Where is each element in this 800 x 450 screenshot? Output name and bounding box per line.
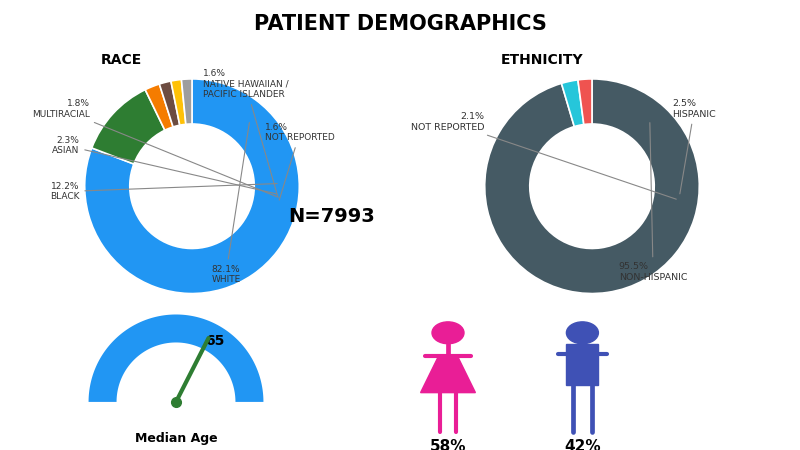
Wedge shape (145, 84, 173, 130)
Polygon shape (566, 344, 598, 385)
Text: ETHNICITY: ETHNICITY (501, 53, 583, 67)
Text: 2.3%
ASIAN: 2.3% ASIAN (52, 136, 277, 194)
Circle shape (566, 322, 598, 344)
Text: 1.8%
MULTIRACIAL: 1.8% MULTIRACIAL (32, 99, 277, 197)
Wedge shape (578, 79, 592, 125)
Text: 82.1%
WHITE: 82.1% WHITE (211, 122, 250, 284)
Text: 42%: 42% (564, 439, 601, 450)
Text: 12.2%
BLACK: 12.2% BLACK (50, 182, 277, 201)
Text: 65: 65 (205, 334, 224, 348)
Polygon shape (421, 356, 475, 392)
Wedge shape (159, 81, 180, 127)
Text: 1.6%
NOT REPORTED: 1.6% NOT REPORTED (265, 123, 334, 200)
Polygon shape (89, 315, 263, 402)
Text: RACE: RACE (101, 53, 142, 67)
Text: N=7993: N=7993 (289, 207, 375, 225)
Text: Median Age: Median Age (134, 432, 218, 445)
Wedge shape (182, 79, 192, 124)
Wedge shape (92, 90, 165, 164)
Wedge shape (171, 80, 186, 125)
Text: 2.1%
NOT REPORTED: 2.1% NOT REPORTED (411, 112, 676, 199)
Wedge shape (562, 80, 584, 126)
Circle shape (432, 322, 464, 344)
Text: 95.5%
NON-HISPANIC: 95.5% NON-HISPANIC (619, 123, 687, 282)
Text: 2.5%
HISPANIC: 2.5% HISPANIC (673, 99, 716, 194)
Wedge shape (85, 79, 299, 293)
Text: 58%: 58% (430, 439, 466, 450)
Wedge shape (485, 79, 699, 293)
Text: PATIENT DEMOGRAPHICS: PATIENT DEMOGRAPHICS (254, 14, 546, 33)
Text: 1.6%
NATIVE HAWAIIAN /
PACIFIC ISLANDER: 1.6% NATIVE HAWAIIAN / PACIFIC ISLANDER (202, 69, 288, 198)
